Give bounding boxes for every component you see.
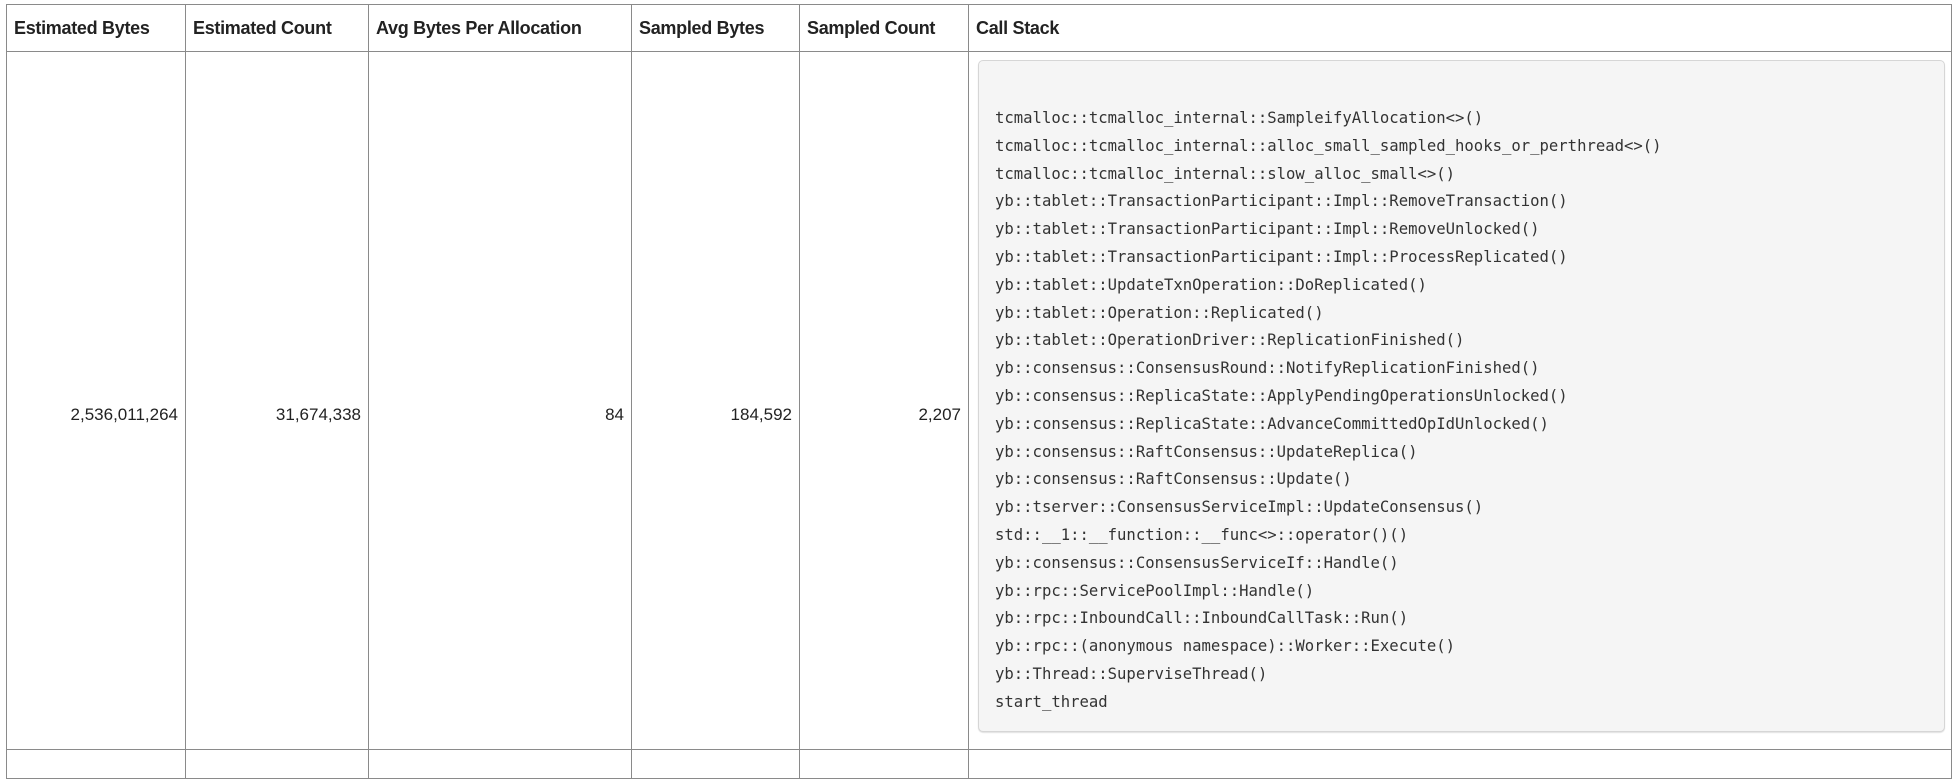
- call-stack-frame: yb::consensus::ConsensusRound::NotifyRep…: [995, 359, 1540, 378]
- call-stack-cell: tcmalloc::tcmalloc_internal::SampleifyAl…: [968, 51, 1952, 779]
- call-stack-frame: yb::tablet::TransactionParticipant::Impl…: [995, 247, 1568, 266]
- call-stack-frame: yb::rpc::InboundCall::InboundCallTask::R…: [995, 609, 1409, 628]
- sampled-count-cell: 2,207: [799, 51, 969, 779]
- estimated-bytes-cell: 2,536,011,264: [6, 51, 186, 779]
- call-stack-frame: yb::consensus::RaftConsensus::Update(): [995, 470, 1352, 489]
- header-sampled-bytes[interactable]: Sampled Bytes: [631, 4, 800, 52]
- header-row: Estimated Bytes Estimated Count Avg Byte…: [6, 4, 1952, 52]
- call-stack-frame: tcmalloc::tcmalloc_internal::slow_alloc_…: [995, 164, 1456, 183]
- call-stack-frame: yb::rpc::ServicePoolImpl::Handle(): [995, 581, 1315, 600]
- call-stack-frame: yb::consensus::ReplicaState::AdvanceComm…: [995, 414, 1549, 433]
- header-sampled-count[interactable]: Sampled Count: [799, 4, 969, 52]
- allocation-table: Estimated Bytes Estimated Count Avg Byte…: [6, 4, 1952, 779]
- header-avg-bytes[interactable]: Avg Bytes Per Allocation: [368, 4, 632, 52]
- call-stack-frame: yb::tablet::TransactionParticipant::Impl…: [995, 192, 1568, 211]
- sampled-bytes-cell: 184,592: [631, 51, 800, 779]
- call-stack-frame: tcmalloc::tcmalloc_internal::alloc_small…: [995, 136, 1662, 155]
- estimated-count-cell: 31,674,338: [185, 51, 369, 779]
- call-stack-code-block: tcmalloc::tcmalloc_internal::SampleifyAl…: [978, 60, 1945, 732]
- header-estimated-bytes[interactable]: Estimated Bytes: [6, 4, 186, 52]
- call-stack-frame: yb::Thread::SuperviseThread(): [995, 664, 1268, 683]
- call-stack-frame: std::__1::__function::__func<>::operator…: [995, 525, 1409, 544]
- next-row-border: [6, 749, 1952, 755]
- call-stack-frame: yb::consensus::ReplicaState::ApplyPendin…: [995, 386, 1568, 405]
- call-stack-frame: yb::consensus::RaftConsensus::UpdateRepl…: [995, 442, 1418, 461]
- call-stack-frame: yb::tablet::UpdateTxnOperation::DoReplic…: [995, 275, 1427, 294]
- avg-bytes-cell: 84: [368, 51, 632, 779]
- call-stack-frame: yb::tablet::TransactionParticipant::Impl…: [995, 220, 1540, 239]
- header-call-stack[interactable]: Call Stack: [968, 4, 1952, 52]
- call-stack-frame: yb::tablet::OperationDriver::Replication…: [995, 331, 1465, 350]
- header-estimated-count[interactable]: Estimated Count: [185, 4, 369, 52]
- call-stack-frame: yb::consensus::ConsensusServiceIf::Handl…: [995, 553, 1399, 572]
- call-stack-frame: yb::rpc::(anonymous namespace)::Worker::…: [995, 637, 1456, 656]
- call-stack-frame: start_thread: [995, 692, 1108, 711]
- call-stack-frame: tcmalloc::tcmalloc_internal::SampleifyAl…: [995, 109, 1484, 127]
- call-stack-frame: yb::tablet::Operation::Replicated(): [995, 303, 1324, 322]
- table-row: 2,536,011,264 31,674,338 84 184,592 2,20…: [6, 51, 1952, 779]
- call-stack-frame: yb::tserver::ConsensusServiceImpl::Updat…: [995, 498, 1484, 517]
